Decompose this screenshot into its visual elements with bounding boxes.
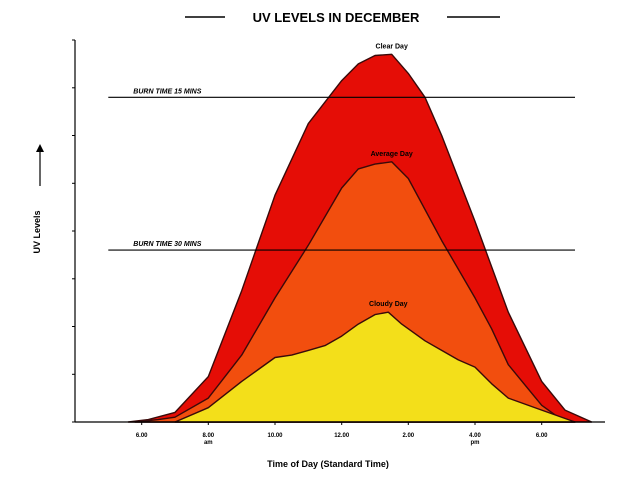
x-tick-label: 2.00 [402, 433, 414, 439]
x-tick-label: 12.00 [334, 433, 350, 439]
x-tick-label: 4.00 [469, 433, 481, 439]
burn-label-1: BURN TIME 15 MINS [133, 88, 201, 95]
x-tick-label: 6.00 [536, 433, 548, 439]
area-series-2 [134, 161, 576, 423]
series-label-3: Cloudy Day [369, 301, 408, 308]
x-axis-label: Time of Day (Standard Time) [267, 459, 389, 469]
axes [36, 16, 605, 425]
chart-title: UV LEVELS IN DECEMBER [253, 10, 420, 25]
x-tick-sublabel: pm [471, 440, 480, 446]
series-label-2: Average Day [371, 151, 413, 158]
x-tick-label: 6.00 [136, 433, 148, 439]
area-series-3 [174, 311, 576, 423]
y-arrow-head [36, 144, 44, 152]
series-label-1: Clear Day [376, 43, 408, 50]
x-tick-label: 10.00 [267, 433, 283, 439]
x-tick-label: 8.00 [202, 433, 214, 439]
y-axis-label: UV Levels [32, 210, 42, 253]
x-tick-sublabel: am [204, 440, 213, 446]
burn-label-2: BURN TIME 30 MINS [133, 241, 201, 248]
